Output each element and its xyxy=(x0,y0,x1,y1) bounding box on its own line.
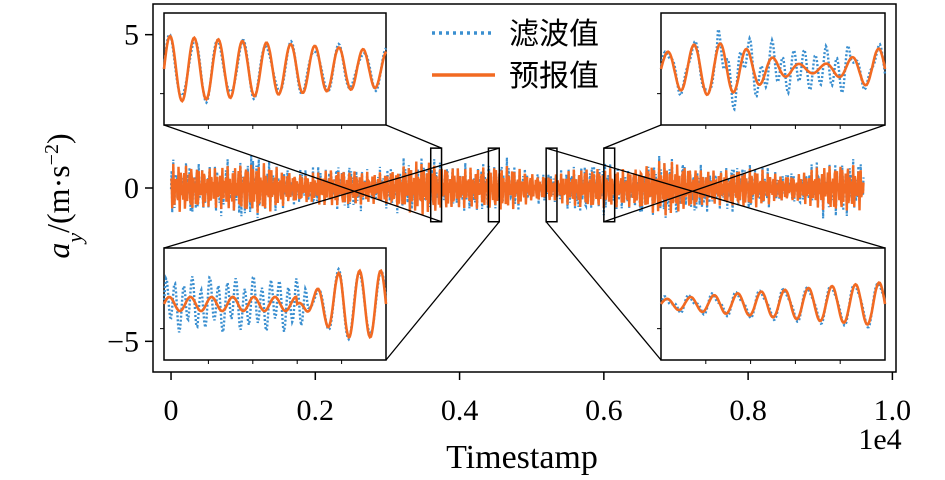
zoom-connector-2-2 xyxy=(385,221,500,361)
main-traces xyxy=(169,155,865,219)
y-tick-label: 5 xyxy=(124,19,139,52)
inset-bottom-left xyxy=(160,247,388,364)
zoom-connector-3-2 xyxy=(545,147,886,249)
inset-frame xyxy=(660,247,886,361)
legend: 滤波值 预报值 xyxy=(432,17,599,94)
zoom-region-4 xyxy=(603,147,616,223)
inset-bottom-right xyxy=(657,247,887,364)
y-tick-label: −5 xyxy=(107,325,139,358)
x-axis-ticks: 0 0.2 0.4 0.6 0.8 1.0 xyxy=(164,372,912,427)
x-axis-label: Timestamp xyxy=(446,439,598,476)
x-tick-label: 0.2 xyxy=(297,394,335,427)
y-axis-label-symbol: a xyxy=(40,243,76,259)
zoom-connector-1-2 xyxy=(385,124,442,149)
x-tick-label: 0 xyxy=(164,394,179,427)
x-tick-label: 1.0 xyxy=(874,394,912,427)
inset-series-filtered xyxy=(162,266,388,342)
inset-series-forecast xyxy=(162,268,388,340)
y-axis-label-exponent: −2 xyxy=(41,144,63,165)
zoom-region-3 xyxy=(545,147,558,223)
y-axis-label-subscript: y xyxy=(62,233,87,245)
zoom-connector-4-1 xyxy=(603,124,662,149)
insets xyxy=(160,12,887,364)
zoom-connector-3-1 xyxy=(545,221,662,361)
y-tick-label: 0 xyxy=(124,172,139,205)
inset-series-forecast xyxy=(659,42,887,97)
inset-top-right xyxy=(657,12,887,129)
y-axis-label-units: /(m·s xyxy=(40,165,76,233)
legend-label-filtered: 滤波值 xyxy=(509,17,599,52)
connectors xyxy=(163,124,886,361)
zoom-connector-2-1 xyxy=(163,147,500,249)
inset-top-left xyxy=(160,12,388,129)
y-axis-ticks: −5 0 5 xyxy=(107,19,153,358)
series-forecast-main xyxy=(169,161,865,216)
zoom-connector-1-1 xyxy=(163,124,442,223)
inset-frame xyxy=(163,12,387,126)
zoom-regions xyxy=(429,147,616,223)
y-axis-label-close: ) xyxy=(40,133,76,144)
y-axis-label: ay/(m·s−2) xyxy=(40,133,87,258)
x-tick-label: 0.8 xyxy=(729,394,767,427)
zoom-region-1 xyxy=(429,147,443,223)
zoom-connector-4-2 xyxy=(603,124,886,223)
x-tick-label: 0.4 xyxy=(441,394,479,427)
zoom-region-2 xyxy=(487,147,501,223)
inset-series-forecast xyxy=(162,34,388,104)
x-offset-label: 1e4 xyxy=(858,423,901,456)
inset-series-forecast xyxy=(659,281,887,326)
x-tick-label: 0.6 xyxy=(585,394,623,427)
inset-frame xyxy=(660,12,886,126)
legend-label-forecast: 预报值 xyxy=(509,59,599,94)
